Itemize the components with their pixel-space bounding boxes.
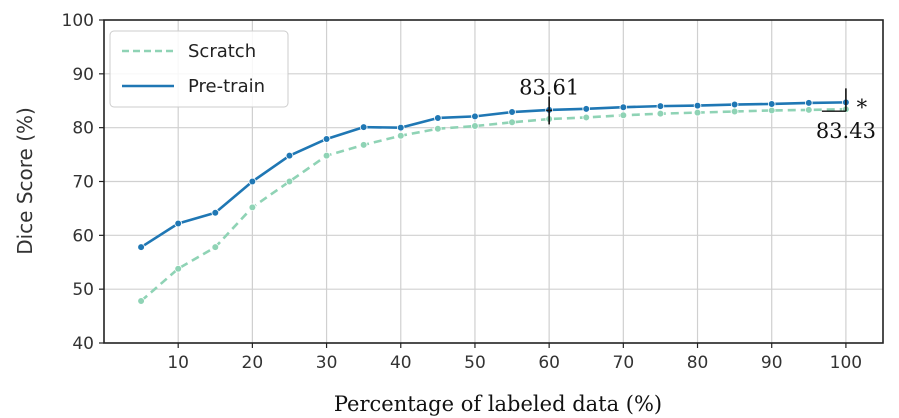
- point-pre-train: [730, 100, 739, 109]
- series-line-pre-train: [140, 101, 846, 249]
- annotation-pretrain-60: 83.61: [519, 75, 579, 99]
- y-tick-label: 90: [72, 65, 94, 85]
- point-pre-train: [693, 101, 702, 110]
- point-pre-train: [248, 177, 257, 186]
- annotation-significance-star: *: [857, 95, 868, 119]
- legend: Scratch Pre-train: [109, 30, 289, 108]
- point-scratch: [396, 131, 405, 140]
- point-scratch: [730, 107, 739, 116]
- x-tick-label: 80: [687, 353, 709, 373]
- legend-label-pre-train: Pre-train: [188, 76, 265, 97]
- point-pre-train: [471, 112, 479, 121]
- x-tick-label: 50: [464, 353, 486, 373]
- point-scratch: [434, 124, 442, 133]
- x-tick-label: 90: [761, 353, 783, 373]
- series-line-scratch: [140, 107, 846, 302]
- x-tick-label: 70: [613, 353, 635, 373]
- point-scratch: [322, 151, 331, 160]
- point-pre-train: [656, 102, 665, 110]
- grid: [104, 20, 883, 343]
- point-pre-train: [359, 123, 368, 131]
- y-tick-label: 80: [72, 119, 94, 139]
- x-tick-label: 60: [538, 353, 560, 373]
- x-tick-label: 100: [830, 353, 862, 373]
- point-pre-train: [322, 135, 331, 143]
- annotations: 83.61 83.43*: [519, 75, 876, 143]
- y-tick-label: 60: [72, 226, 94, 246]
- x-axis-label: Percentage of labeled data (%): [334, 392, 662, 416]
- point-pre-train: [434, 114, 442, 122]
- x-tick-label: 10: [167, 353, 189, 373]
- y-tick-label: 50: [72, 280, 94, 300]
- point-pre-train: [211, 208, 220, 217]
- point-pre-train: [619, 103, 628, 112]
- point-scratch: [285, 177, 294, 186]
- point-scratch: [693, 108, 702, 117]
- point-scratch: [137, 297, 145, 305]
- annotation-scratch-100: 83.43: [816, 119, 876, 143]
- point-scratch: [359, 141, 368, 149]
- x-tick-label: 40: [390, 353, 412, 373]
- x-tick-label: 20: [242, 353, 264, 373]
- point-scratch: [805, 106, 813, 114]
- point-scratch: [471, 122, 479, 130]
- point-scratch: [619, 111, 628, 120]
- y-tick-label: 40: [72, 334, 94, 354]
- point-scratch: [582, 113, 591, 122]
- point-pre-train: [508, 108, 516, 116]
- point-scratch: [767, 106, 776, 115]
- point-pre-train: [285, 151, 294, 160]
- point-pre-train: [582, 105, 591, 113]
- tick-labels: 10 20 30 40 50 60 70 80 90 100 40 50 60 70 80 90 100: [62, 11, 863, 373]
- point-scratch: [656, 109, 665, 118]
- point-pre-train: [396, 123, 405, 132]
- y-tick-label: 100: [62, 11, 94, 31]
- point-pre-train: [137, 243, 145, 251]
- series-markers: [137, 98, 850, 305]
- point-pre-train: [805, 99, 813, 107]
- point-pre-train: [767, 100, 776, 108]
- point-scratch: [211, 243, 220, 251]
- legend-box: [109, 30, 289, 108]
- point-pre-train: [174, 219, 182, 228]
- y-tick-label: 70: [72, 173, 94, 193]
- point-scratch: [508, 118, 516, 127]
- point-scratch: [174, 264, 182, 273]
- x-tick-label: 30: [316, 353, 338, 373]
- y-axis-label: Dice Score (%): [13, 107, 37, 255]
- series-lines: [140, 101, 846, 302]
- legend-label-scratch: Scratch: [188, 41, 256, 62]
- point-scratch: [248, 203, 257, 212]
